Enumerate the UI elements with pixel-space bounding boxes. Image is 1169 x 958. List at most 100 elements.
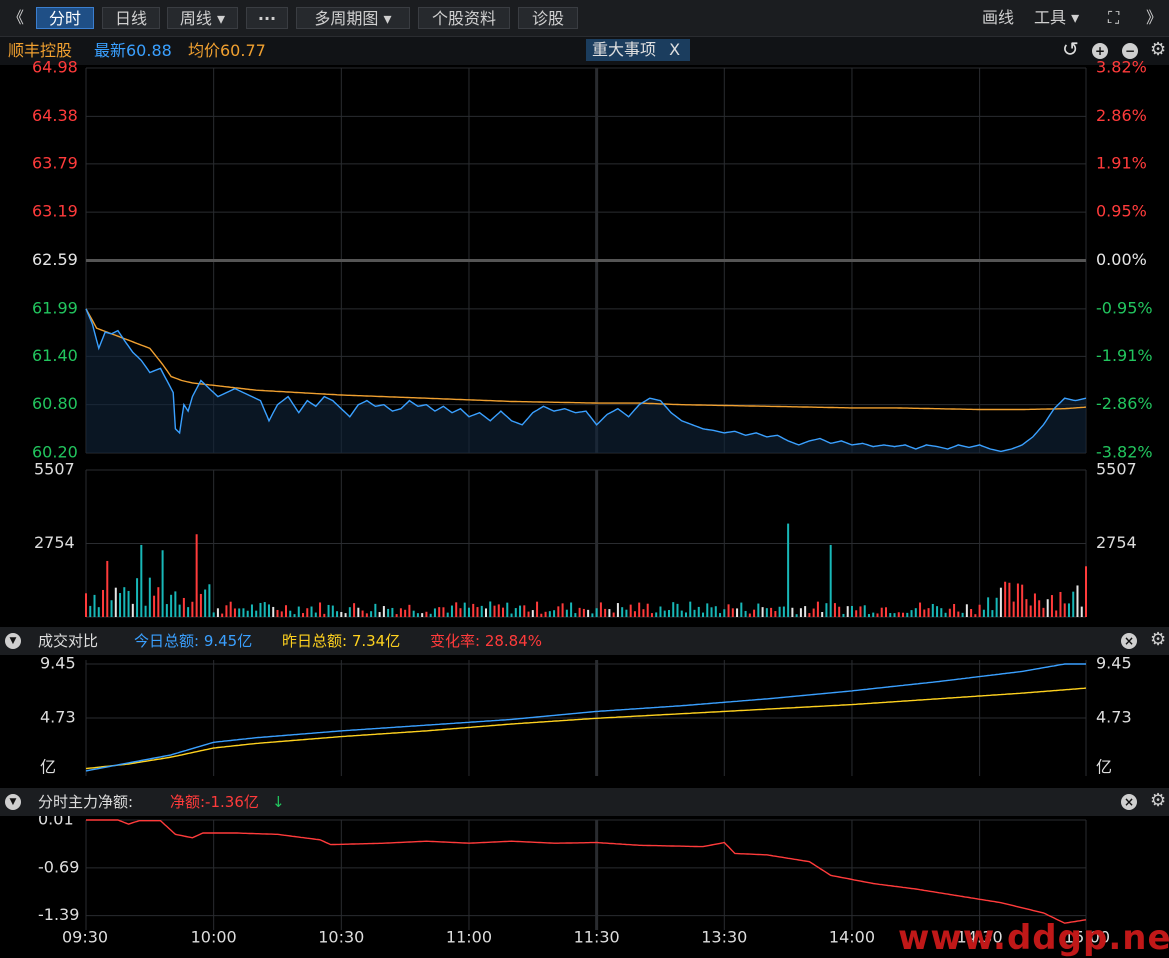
percent-tick-label: -2.86% <box>1096 394 1153 413</box>
volume-bar <box>297 606 300 617</box>
settings-gear-icon[interactable]: ⚙ <box>1150 39 1167 60</box>
netflow-header: ▼ 分时主力净额: 净额:-1.36亿 ↓ × ⚙ <box>0 788 1169 816</box>
settings-gear-icon[interactable]: ⚙ <box>1150 790 1167 811</box>
volume-bar <box>212 612 215 617</box>
volume-bar <box>548 611 551 617</box>
today-total: 今日总额: 9.45亿 <box>134 632 253 650</box>
tab-multi-period[interactable]: 多周期图 ▾ <box>296 7 410 29</box>
chevron-down-icon: ▾ <box>1071 8 1080 27</box>
volume-bar <box>289 610 292 617</box>
volume-bar <box>1076 585 1079 617</box>
volume-bar <box>753 609 756 617</box>
volume-bar <box>399 608 402 617</box>
volume-bar <box>153 595 156 617</box>
volume-bar <box>110 600 113 617</box>
volume-bar <box>1067 603 1070 617</box>
volume-bar <box>795 614 798 617</box>
collapse-icon[interactable]: ▼ <box>5 633 21 649</box>
close-icon[interactable]: × <box>1121 794 1137 810</box>
draw-line-button[interactable]: 画线 <box>982 8 1015 27</box>
volume-bar <box>944 612 947 617</box>
volume-bar <box>565 609 568 617</box>
zoom-in-icon[interactable]: + <box>1092 43 1108 59</box>
volume-bar <box>621 607 624 617</box>
tab-daily[interactable]: 日线 <box>102 7 160 29</box>
axis-labels: 64.98 3.82% 64.38 2.86% 63.79 1.91% 63.19 0.95%… <box>32 58 1153 947</box>
yesterday-turnover-line <box>85 687 1087 770</box>
volume-bar <box>267 604 270 617</box>
volume-bar <box>1008 582 1011 617</box>
volume-bar <box>961 612 964 617</box>
percent-tick-label: -0.95% <box>1096 298 1153 317</box>
volume-bar <box>867 614 870 617</box>
volume-bar <box>902 612 905 617</box>
volume-bar <box>370 611 373 617</box>
volume-bar <box>336 611 339 617</box>
volume-bar <box>353 603 356 617</box>
close-icon[interactable]: X <box>669 40 681 59</box>
price-line <box>85 308 1087 453</box>
volume-bar <box>1012 601 1015 617</box>
volume-bar <box>102 589 105 617</box>
volume-bar <box>510 613 513 617</box>
volume-bar <box>642 609 645 617</box>
volume-bar <box>804 606 807 617</box>
tab-intraday[interactable]: 分时 <box>36 7 94 29</box>
zoom-out-icon[interactable]: − <box>1122 43 1138 59</box>
volume-bar <box>731 608 734 617</box>
volume-bar <box>216 608 219 617</box>
volume-bar <box>599 602 602 617</box>
volume-bar <box>842 613 845 617</box>
volume-bar <box>838 606 841 617</box>
volume-bar <box>89 605 92 617</box>
collapse-icon[interactable]: ▼ <box>5 794 21 810</box>
chevron-down-icon: ▾ <box>383 9 392 28</box>
volume-bar <box>378 612 381 617</box>
settings-gear-icon[interactable]: ⚙ <box>1150 629 1167 650</box>
volume-bar <box>123 587 126 617</box>
volume-bar <box>919 602 922 617</box>
tab-diagnosis[interactable]: 诊股 <box>518 7 578 29</box>
reset-icon[interactable]: ↺ <box>1062 37 1079 61</box>
tab-stock-profile[interactable]: 个股资料 <box>418 7 510 29</box>
volume-bar <box>127 590 130 617</box>
chart-lines <box>85 308 1087 924</box>
tab-weekly[interactable]: 周线 ▾ <box>167 7 238 29</box>
volume-bar <box>748 613 751 617</box>
collapse-left-icon[interactable]: 《 <box>8 8 25 27</box>
volume-bar <box>229 601 232 617</box>
collapse-right-icon[interactable]: 》 <box>1146 8 1163 27</box>
volume-bar <box>387 608 390 617</box>
netflow-title: 分时主力净额: <box>38 793 134 811</box>
volume-bar <box>442 607 445 617</box>
volume-bar <box>412 610 415 617</box>
volume-bar <box>906 612 909 617</box>
volume-bar <box>736 608 739 617</box>
volume-bar <box>910 610 913 617</box>
volume-bar <box>506 602 509 617</box>
percent-tick-label: -3.82% <box>1096 443 1153 462</box>
volume-bar <box>821 612 824 617</box>
fullscreen-icon[interactable]: ⛶ <box>1108 8 1120 27</box>
volume-bar <box>93 594 96 617</box>
volume-bar <box>570 602 573 617</box>
volume-bar <box>459 608 462 617</box>
netflow-tick-label: -0.69 <box>38 857 79 876</box>
volume-bar <box>450 605 453 617</box>
volume-bar <box>463 602 466 617</box>
volume-bar <box>285 605 287 617</box>
volume-bar <box>646 603 649 617</box>
close-icon[interactable]: × <box>1121 633 1137 649</box>
volume-bar <box>255 610 258 617</box>
more-button[interactable]: ··· <box>246 7 288 29</box>
volume-bar <box>97 607 100 617</box>
major-events-tag[interactable]: 重大事项 X <box>586 39 690 61</box>
volume-bar <box>242 608 245 617</box>
price-tick-label: 62.59 <box>32 250 78 269</box>
volume-bar <box>553 610 556 617</box>
tools-button[interactable]: 工具 ▾ <box>1034 7 1079 29</box>
volume-bar <box>233 608 236 617</box>
volume-bar <box>148 577 151 617</box>
volume-bar <box>863 605 866 617</box>
volume-bar <box>361 610 364 617</box>
